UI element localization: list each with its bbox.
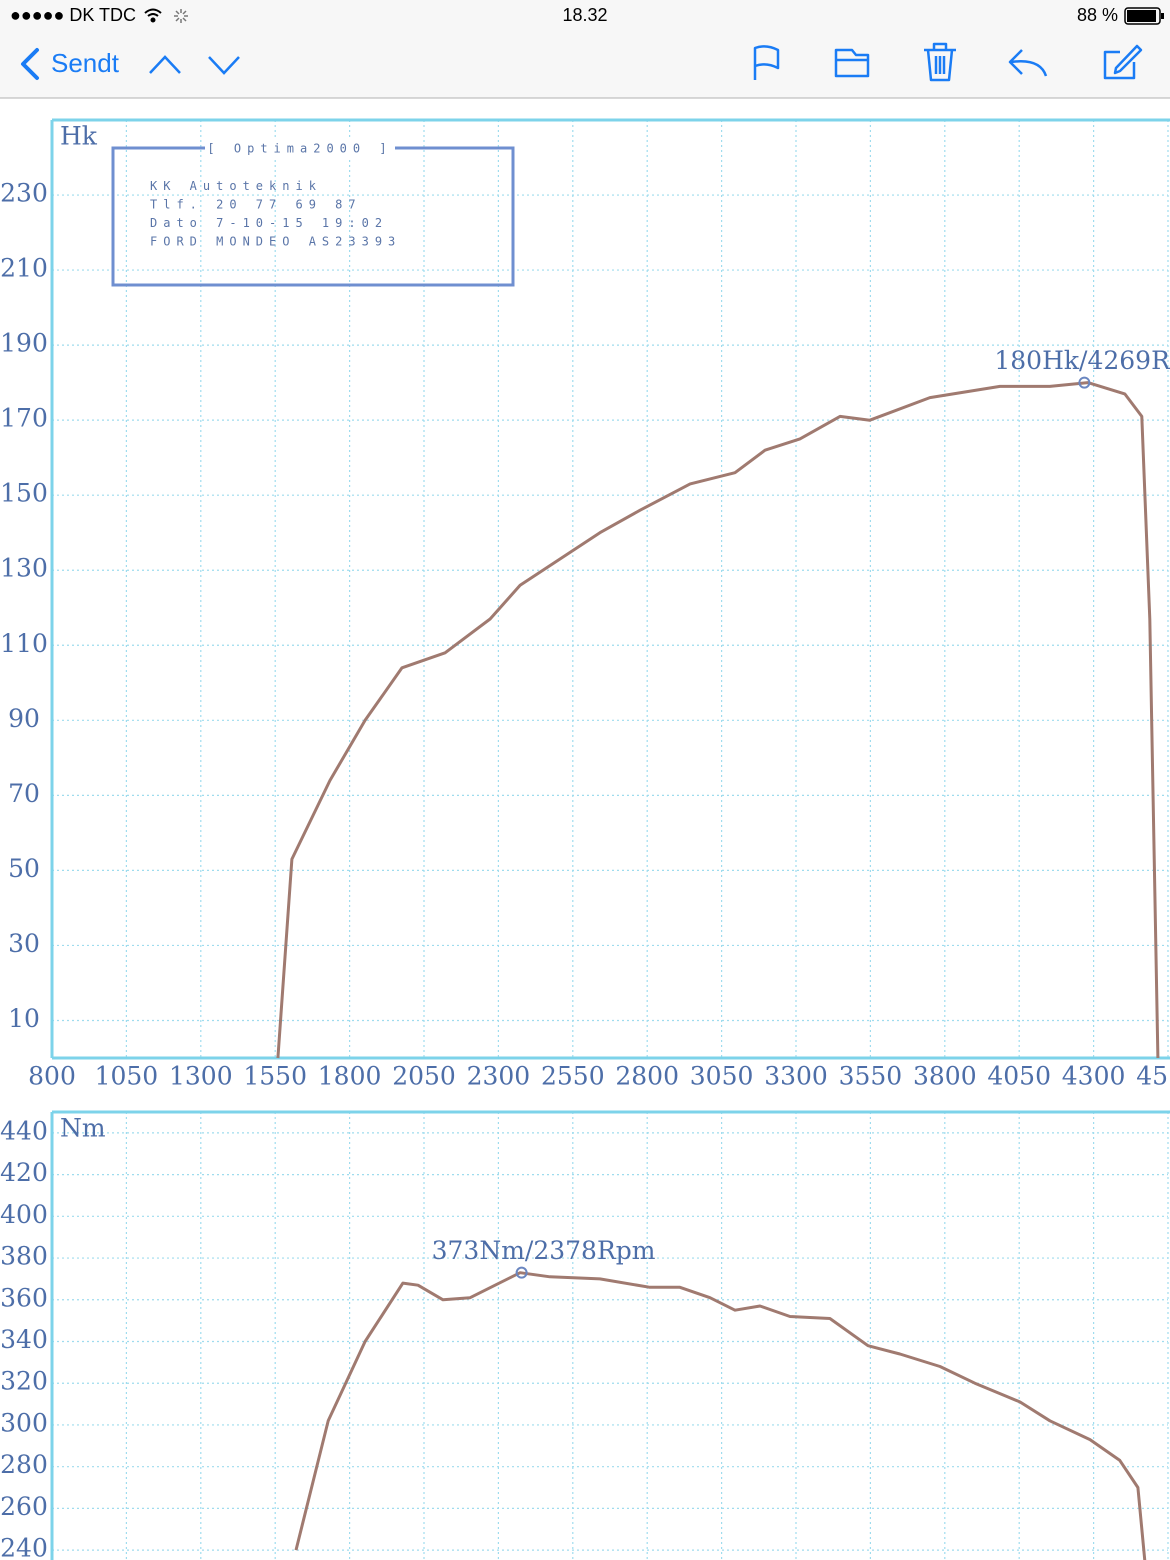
info-line: Dato 7-10-15 19:02 bbox=[150, 216, 388, 230]
x-tick-label: 2300 bbox=[467, 1062, 531, 1091]
back-button[interactable]: Sendt bbox=[21, 48, 120, 80]
y-tick-label: 340 bbox=[0, 1325, 48, 1354]
flag-button[interactable] bbox=[753, 45, 780, 80]
x-tick-label: 2050 bbox=[392, 1062, 456, 1091]
back-label[interactable]: Sendt bbox=[51, 48, 120, 78]
activity-icon bbox=[174, 9, 188, 23]
y-tick-label: 190 bbox=[0, 329, 48, 358]
y-tick-label: 10 bbox=[8, 1004, 40, 1033]
compose-button[interactable] bbox=[1103, 44, 1143, 80]
info-title-bg bbox=[205, 140, 395, 158]
y-tick-label: 300 bbox=[0, 1408, 48, 1437]
y-tick-label: 90 bbox=[8, 704, 40, 733]
wifi-icon bbox=[144, 8, 162, 23]
y-axis-label: Hk bbox=[60, 122, 98, 151]
x-tick-label: 1550 bbox=[243, 1062, 307, 1091]
y-tick-label: 170 bbox=[0, 404, 48, 433]
y-axis-label: Nm bbox=[60, 1114, 106, 1143]
x-tick-label: 800 bbox=[28, 1062, 76, 1091]
next-button[interactable] bbox=[208, 56, 240, 75]
x-tick-label: 4550 bbox=[1136, 1062, 1170, 1091]
x-tick-label: 1800 bbox=[318, 1062, 382, 1091]
battery-icon bbox=[1124, 7, 1164, 25]
peak-label: 180Hk/4269Rpm bbox=[994, 346, 1170, 375]
peak-marker bbox=[515, 1266, 528, 1279]
y-tick-label: 280 bbox=[0, 1450, 48, 1479]
x-tick-label: 4300 bbox=[1062, 1062, 1126, 1091]
y-tick-label: 150 bbox=[0, 479, 48, 508]
y-tick-label: 110 bbox=[0, 629, 48, 658]
x-tick-label: 1300 bbox=[169, 1062, 233, 1091]
info-line: KK Autoteknik bbox=[150, 179, 322, 193]
previous-button[interactable] bbox=[149, 55, 181, 74]
carrier: ●●●●● DK TDC bbox=[10, 5, 136, 25]
x-tick-label: 4050 bbox=[987, 1062, 1051, 1091]
y-tick-label: 30 bbox=[8, 929, 40, 958]
y-tick-label: 50 bbox=[8, 854, 40, 883]
x-tick-label: 3550 bbox=[839, 1062, 903, 1091]
y-tick-label: 230 bbox=[0, 179, 48, 208]
y-tick-label: 210 bbox=[0, 254, 48, 283]
top-bars bbox=[0, 0, 1170, 98]
y-tick-label: 320 bbox=[0, 1367, 48, 1396]
peak-marker bbox=[1078, 376, 1091, 389]
battery-percent: 88 % bbox=[1077, 5, 1118, 25]
x-tick-label: 2550 bbox=[541, 1062, 605, 1091]
x-tick-label: 3050 bbox=[690, 1062, 754, 1091]
trash-button[interactable] bbox=[924, 42, 956, 82]
y-tick-label: 400 bbox=[0, 1200, 48, 1229]
x-tick-label: 3800 bbox=[913, 1062, 977, 1091]
clock: 18.32 bbox=[562, 5, 607, 25]
y-tick-label: 440 bbox=[0, 1116, 48, 1145]
power-curve bbox=[276, 381, 1160, 1059]
y-tick-label: 380 bbox=[0, 1242, 48, 1271]
folder-button[interactable] bbox=[834, 48, 870, 78]
peak-label: 373Nm/2378Rpm bbox=[432, 1236, 656, 1265]
power-curve bbox=[294, 1271, 1147, 1560]
y-tick-label: 70 bbox=[8, 779, 40, 808]
y-tick-label: 260 bbox=[0, 1492, 48, 1521]
y-tick-label: 360 bbox=[0, 1283, 48, 1312]
y-tick-label: 420 bbox=[0, 1158, 48, 1187]
info-line: Tlf. 20 77 69 87 bbox=[150, 198, 362, 212]
info-title: [ Optima2000 ] bbox=[207, 142, 392, 156]
x-tick-label: 3300 bbox=[764, 1062, 828, 1091]
x-tick-label: 1050 bbox=[95, 1062, 159, 1091]
x-tick-label: 2800 bbox=[615, 1062, 679, 1091]
y-tick-label: 130 bbox=[0, 554, 48, 583]
y-tick-label: 240 bbox=[0, 1534, 48, 1560]
info-line: FORD MONDEO AS23393 bbox=[150, 235, 401, 249]
reply-button[interactable] bbox=[1008, 49, 1048, 77]
